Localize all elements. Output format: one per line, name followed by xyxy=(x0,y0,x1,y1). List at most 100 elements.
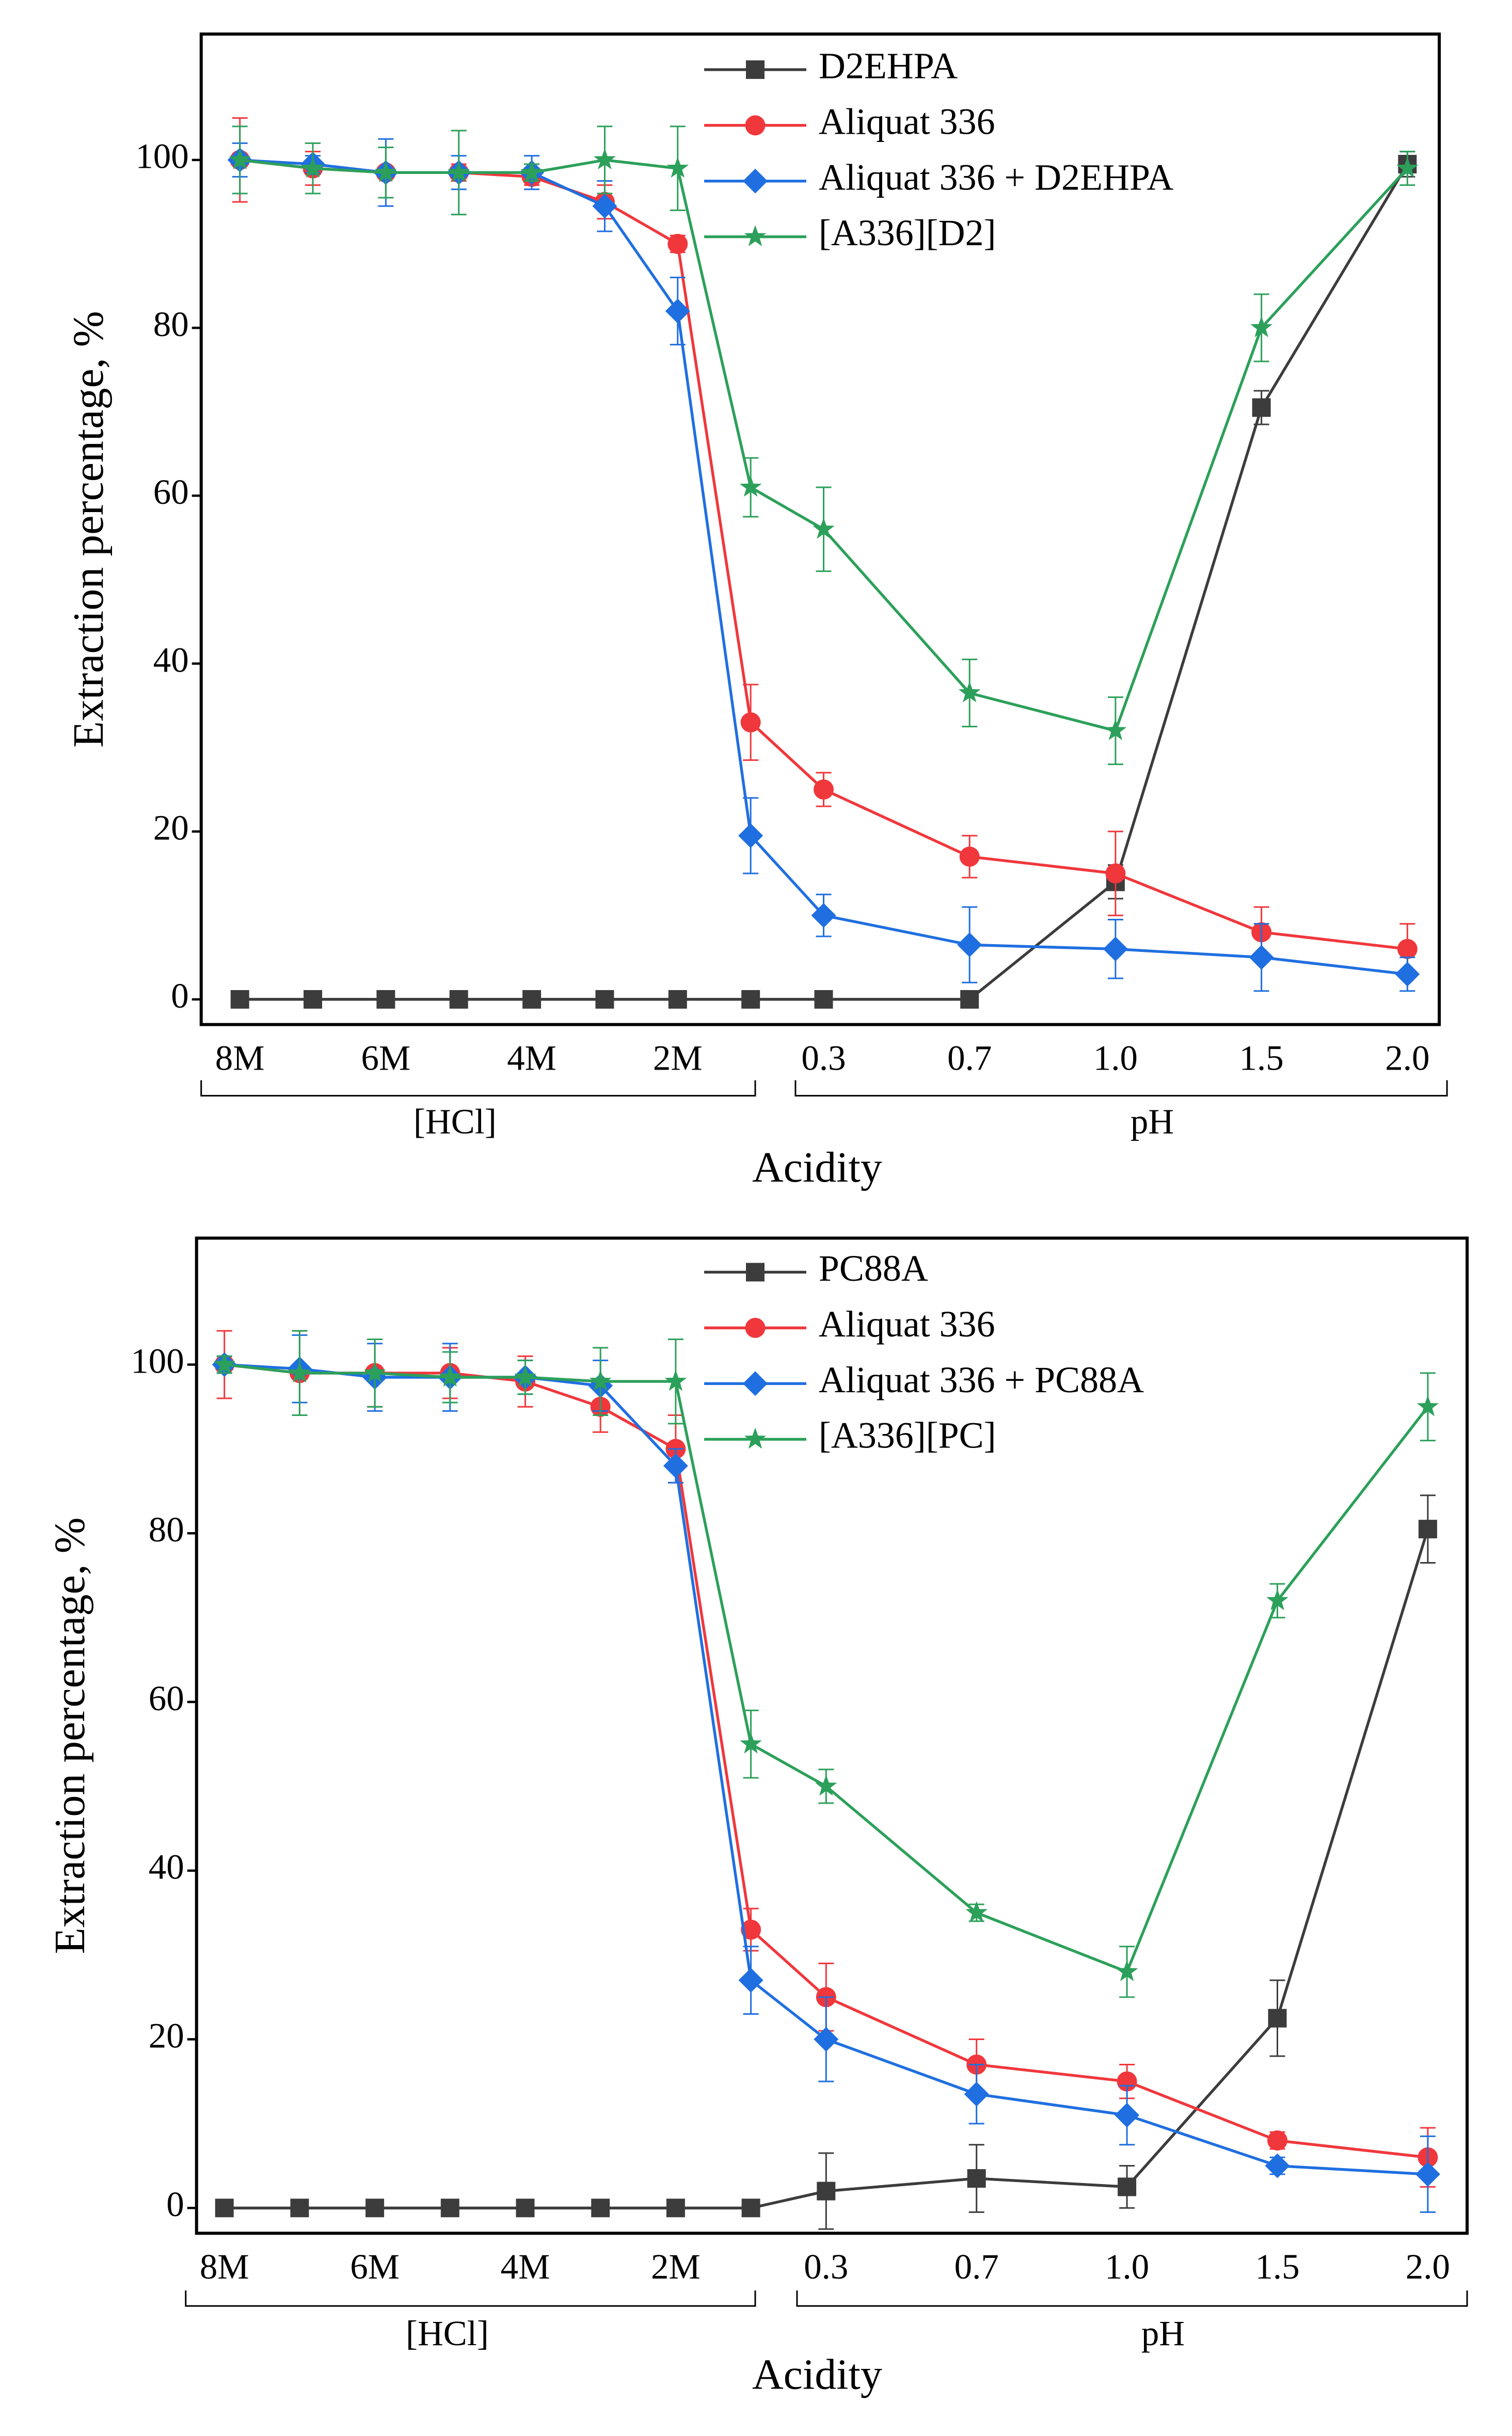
chart: 0 20 40 60 80 100 8M 6M 4M 2M 0.3 0.7 1.0 1.5 2.0 [HCl]… xyxy=(65,32,1448,1191)
legend-label: [A336][PC] xyxy=(819,1415,996,1456)
marker xyxy=(375,161,397,182)
marker xyxy=(814,2027,839,2052)
marker xyxy=(1105,863,1126,884)
y-tick-label: 100 xyxy=(131,1341,184,1380)
marker xyxy=(1249,945,1274,970)
marker xyxy=(1250,316,1272,338)
marker xyxy=(1103,936,1128,962)
marker xyxy=(740,712,761,733)
marker xyxy=(1395,962,1420,987)
group-label: [HCl] xyxy=(406,2314,489,2353)
marker xyxy=(1252,398,1271,417)
legend-label: D2EHPA xyxy=(819,45,958,86)
group-label: pH xyxy=(1131,1102,1174,1141)
marker xyxy=(663,1453,688,1478)
x-tick-label: 0.7 xyxy=(954,2247,999,2286)
marker xyxy=(967,2169,986,2188)
marker xyxy=(739,475,762,497)
marker xyxy=(668,990,687,1009)
x-tick-label: 1.0 xyxy=(1105,2247,1149,2286)
marker xyxy=(439,1365,461,1387)
marker xyxy=(741,1919,761,1940)
x-axis-label: Acidity xyxy=(752,1143,882,1191)
marker xyxy=(741,990,760,1009)
legend-label: Aliquat 336 xyxy=(819,101,995,142)
marker xyxy=(1265,2153,1290,2178)
legend-marker xyxy=(744,225,767,246)
legend-marker xyxy=(743,168,768,194)
series-line xyxy=(240,163,1409,1001)
marker xyxy=(520,161,543,182)
x-tick-label: 4M xyxy=(501,2247,550,2286)
marker xyxy=(229,148,251,169)
marker xyxy=(592,194,617,219)
marker xyxy=(1266,1589,1288,1611)
group-label: pH xyxy=(1141,2314,1185,2353)
marker xyxy=(1117,2071,1137,2092)
marker xyxy=(959,847,980,867)
marker xyxy=(304,990,323,1009)
marker xyxy=(595,990,614,1009)
x-tick-label: 1.0 xyxy=(1093,1039,1138,1078)
marker xyxy=(957,932,982,958)
group-label: [HCl] xyxy=(413,1102,497,1141)
y-tick-label: 60 xyxy=(149,1679,184,1718)
legend-label: PC88A xyxy=(819,1248,928,1289)
marker xyxy=(666,156,689,178)
y-tick-label: 40 xyxy=(149,1848,184,1887)
y-tick-label: 100 xyxy=(135,137,188,176)
y-axis-label: Extraction percentage, % xyxy=(46,1517,94,1954)
x-tick-label: 2.0 xyxy=(1385,1039,1429,1078)
marker xyxy=(1118,2177,1137,2196)
x-tick-label: 8M xyxy=(215,1039,265,1078)
marker xyxy=(817,2182,836,2201)
marker xyxy=(813,517,835,539)
legend-marker xyxy=(746,60,765,79)
marker xyxy=(1267,2130,1287,2151)
marker xyxy=(589,1370,612,1391)
marker xyxy=(738,823,763,848)
marker xyxy=(230,990,249,1009)
marker xyxy=(440,2199,459,2218)
group-bracket xyxy=(200,1080,756,1097)
x-tick-label: 0.7 xyxy=(947,1039,992,1078)
x-tick-label: 8M xyxy=(200,2247,249,2286)
group-bracket xyxy=(796,2290,1468,2307)
marker xyxy=(215,2199,234,2218)
marker xyxy=(1104,719,1127,740)
marker xyxy=(1116,1960,1138,1981)
marker xyxy=(814,990,833,1009)
marker xyxy=(811,903,836,928)
x-tick-label: 2M xyxy=(651,2247,701,2286)
marker xyxy=(1415,2161,1440,2187)
marker xyxy=(741,2199,760,2218)
marker xyxy=(449,990,468,1009)
marker xyxy=(514,1365,536,1387)
marker xyxy=(448,161,470,182)
legend-marker xyxy=(745,115,766,136)
x-tick-label: 2M xyxy=(653,1039,703,1078)
y-axis-label: Extraction percentage, % xyxy=(65,311,113,747)
legend-label: [A336][D2] xyxy=(819,212,996,253)
marker xyxy=(301,156,324,178)
marker xyxy=(1396,156,1419,178)
y-tick-label: 20 xyxy=(149,2016,184,2055)
marker xyxy=(213,1352,235,1374)
legend-marker xyxy=(744,1427,767,1449)
marker xyxy=(363,1361,386,1383)
marker xyxy=(664,1370,687,1391)
x-tick-label: 6M xyxy=(361,1039,411,1078)
marker xyxy=(958,681,981,703)
marker xyxy=(960,990,979,1009)
legend-label: Aliquat 336 + D2EHPA xyxy=(819,156,1173,198)
x-tick-label: 0.3 xyxy=(804,2247,848,2286)
marker xyxy=(740,1732,762,1754)
x-tick-label: 4M xyxy=(507,1039,556,1078)
y-tick-label: 60 xyxy=(153,472,189,512)
marker xyxy=(1397,938,1418,959)
y-tick-label: 0 xyxy=(171,976,188,1015)
marker xyxy=(1115,2103,1140,2128)
marker xyxy=(964,2081,989,2107)
marker xyxy=(666,2199,685,2218)
chart: 0 20 40 60 80 100 8M 6M 4M 2M 0.3 0.7 1.0 1.5 2.0 [HCl]… xyxy=(46,1236,1469,2398)
